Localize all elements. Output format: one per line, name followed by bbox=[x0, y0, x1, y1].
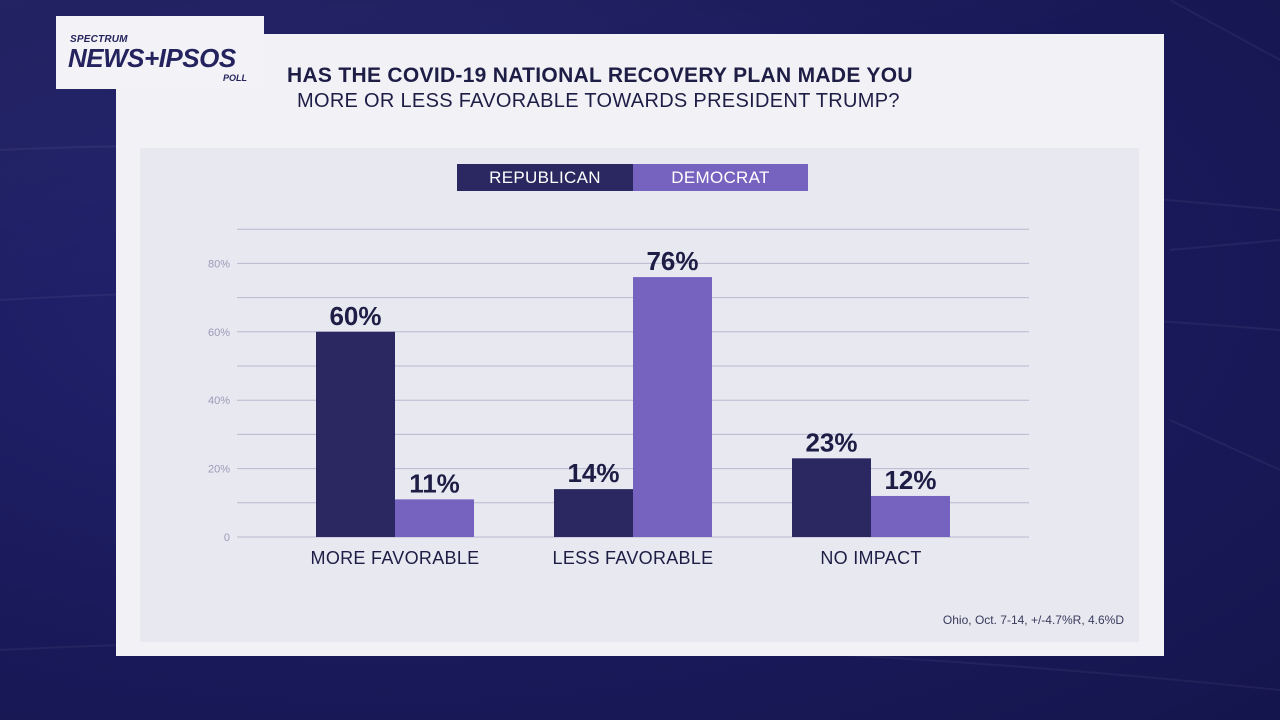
data-label: 12% bbox=[884, 465, 936, 495]
data-label: 60% bbox=[329, 301, 381, 331]
bar-republican-1 bbox=[316, 331, 395, 537]
y-tick-label: 20% bbox=[208, 464, 230, 476]
source-footnote: Ohio, Oct. 7-14, +/-4.7%R, 4.6%D bbox=[942, 613, 1124, 627]
logo-brand-bottom: POLL bbox=[223, 73, 247, 83]
logo-brand-main: NEWS+IPSOS bbox=[68, 43, 236, 73]
chart-legend: REPUBLICAN DEMOCRAT bbox=[457, 164, 808, 191]
spectrum-news-ipsos-logo: SPECTRUM NEWS+IPSOS POLL bbox=[56, 16, 264, 89]
data-label: 11% bbox=[409, 468, 460, 498]
y-tick-label: 60% bbox=[208, 327, 230, 339]
bar-democrat-1 bbox=[395, 499, 474, 537]
y-tick-label: 40% bbox=[208, 395, 230, 407]
bar-chart: 0 20% 40% 60% 80% 60% 11% MORE FAVORABLE 14% 76% L… bbox=[208, 228, 1029, 568]
data-label: 14% bbox=[567, 458, 619, 488]
category-label: MORE FAVORABLE bbox=[311, 548, 480, 568]
y-tick-label: 80% bbox=[208, 258, 230, 270]
bar-democrat-3 bbox=[871, 495, 950, 537]
bar-republican-3 bbox=[792, 458, 871, 537]
logo-brand-top: SPECTRUM bbox=[70, 34, 128, 45]
category-label: NO IMPACT bbox=[820, 548, 921, 568]
legend-democrat: DEMOCRAT bbox=[633, 164, 808, 191]
bar-republican-2 bbox=[554, 489, 633, 537]
data-label: 23% bbox=[805, 427, 857, 457]
chart-area: 0 20% 40% 60% 80% 60% 11% MORE FAVORABLE 14% 76% L… bbox=[140, 148, 1139, 642]
category-label: LESS FAVORABLE bbox=[553, 548, 714, 568]
y-tick-label: 0 bbox=[224, 532, 230, 544]
chart-subtitle: MORE OR LESS FAVORABLE TOWARDS PRESIDENT… bbox=[297, 90, 900, 112]
data-label: 76% bbox=[646, 246, 698, 276]
legend-republican: REPUBLICAN bbox=[457, 164, 633, 191]
chart-title: HAS THE COVID-19 NATIONAL RECOVERY PLAN … bbox=[287, 64, 913, 87]
bar-democrat-2 bbox=[633, 277, 712, 537]
